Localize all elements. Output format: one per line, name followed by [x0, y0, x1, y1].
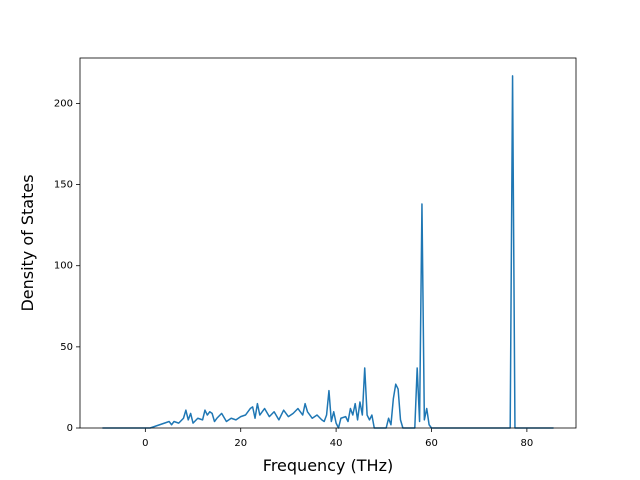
- y-tick-label: 200: [54, 98, 73, 109]
- x-axis-label: Frequency (THz): [263, 456, 393, 475]
- x-tick-label: 0: [142, 438, 148, 449]
- y-tick-label: 150: [54, 180, 73, 191]
- x-tick-label: 20: [234, 438, 247, 449]
- y-tick-label: 0: [67, 423, 73, 434]
- y-axis-label: Density of States: [18, 174, 37, 311]
- x-tick-label: 80: [521, 438, 534, 449]
- plot-frame: [79, 57, 577, 429]
- x-tick-label: 60: [425, 438, 438, 449]
- line: [102, 75, 554, 429]
- y-tick-label: 50: [60, 342, 73, 353]
- x-tick-label: 40: [330, 438, 343, 449]
- y-tick-label: 100: [54, 261, 73, 272]
